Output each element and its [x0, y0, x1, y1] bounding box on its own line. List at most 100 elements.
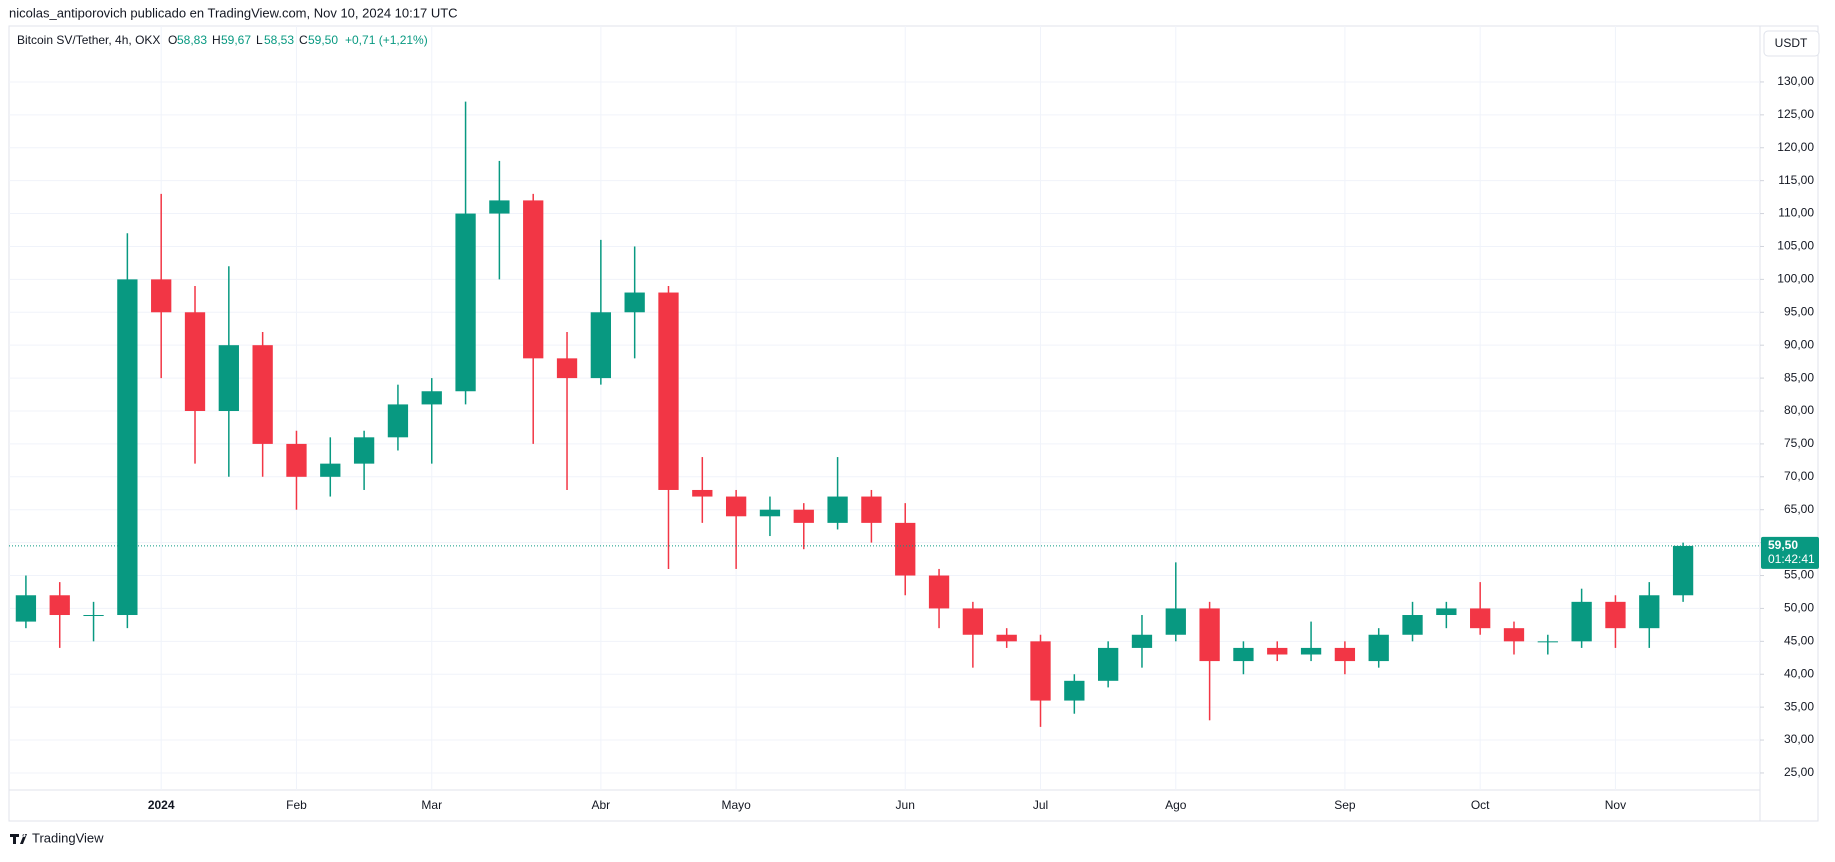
x-tick-label: Mayo — [721, 798, 751, 812]
currency-label[interactable]: USDT — [1775, 36, 1808, 50]
candle-body — [1368, 634, 1389, 662]
candle-body — [692, 489, 713, 497]
candle-body — [1571, 601, 1592, 642]
x-tick-label: Sep — [1334, 798, 1356, 812]
candle-body — [218, 345, 239, 411]
y-tick-label: 65,00 — [1784, 502, 1814, 516]
candle-body — [624, 292, 645, 313]
open-label: O — [168, 33, 177, 47]
candle-body — [184, 312, 206, 411]
high-label: H — [212, 33, 221, 47]
candle-body — [962, 608, 984, 635]
currency-button[interactable]: USDT — [1763, 30, 1820, 57]
x-tick-label: Nov — [1605, 798, 1626, 812]
candles — [15, 101, 1694, 727]
candle-body — [928, 575, 950, 609]
x-tick-label: Jul — [1033, 798, 1048, 812]
logo-icon[interactable] — [10, 834, 27, 844]
candle-body — [1131, 634, 1153, 648]
candle-body — [252, 345, 273, 444]
candle-body — [1334, 647, 1356, 662]
candle-body — [151, 279, 172, 313]
candle-body — [1233, 647, 1254, 662]
tradingview-logo[interactable]: TradingView — [10, 830, 104, 845]
close-value: 59,50 — [308, 33, 338, 47]
y-tick-label: 80,00 — [1784, 403, 1814, 417]
candle-body — [1098, 647, 1119, 681]
candle-body — [83, 615, 104, 617]
candle-body — [996, 634, 1017, 642]
candle-body — [353, 437, 375, 464]
low-label: L — [256, 33, 263, 47]
candle-body — [1605, 601, 1626, 629]
y-tick-label: 25,00 — [1784, 765, 1814, 779]
candle-body — [861, 496, 882, 523]
close-label: C — [299, 33, 308, 47]
candle-body — [1672, 545, 1694, 596]
candle-body — [827, 496, 848, 523]
y-tick-label: 40,00 — [1784, 666, 1814, 680]
y-tick-label: 95,00 — [1784, 304, 1814, 318]
y-tick-label: 35,00 — [1784, 699, 1814, 713]
y-tick-label: 120,00 — [1777, 140, 1814, 154]
x-tick-label: Feb — [286, 798, 307, 812]
candle-body — [725, 496, 747, 517]
logo-text[interactable]: TradingView — [32, 830, 104, 845]
y-tick-label: 125,00 — [1777, 107, 1814, 121]
candle-body — [1537, 641, 1558, 643]
candle-body — [421, 391, 442, 405]
candle-body — [320, 463, 341, 477]
y-tick-label: 75,00 — [1784, 436, 1814, 450]
publisher-line: nicolas_antiporovich publicado en Tradin… — [9, 5, 458, 20]
last-price-label: 59,50 — [1768, 538, 1798, 552]
candle-body — [1165, 608, 1186, 635]
candle-body — [489, 200, 510, 214]
candle-body — [1300, 647, 1322, 655]
y-tick-label: 85,00 — [1784, 370, 1814, 384]
candle-body — [455, 213, 476, 392]
x-tick-label: Abr — [592, 798, 611, 812]
candle-body — [1639, 595, 1660, 629]
candle-body — [1199, 608, 1220, 662]
y-tick-label: 45,00 — [1784, 634, 1814, 648]
y-tick-label: 50,00 — [1784, 601, 1814, 615]
symbol: Bitcoin SV/Tether, 4h, OKX — [17, 33, 160, 47]
candle-body — [793, 509, 814, 523]
candle-body — [556, 358, 578, 379]
candle-body — [658, 292, 679, 490]
last-price-box — [1761, 536, 1819, 569]
candle-body — [1030, 641, 1051, 701]
candle-body — [895, 522, 916, 576]
candle-body — [1267, 647, 1288, 655]
chart-frame — [8, 25, 1819, 822]
y-tick-label: 130,00 — [1777, 74, 1814, 88]
candle-body — [1470, 608, 1491, 629]
y-tick-label: 30,00 — [1784, 732, 1814, 746]
x-tick-label: Mar — [421, 798, 442, 812]
candle-body — [1436, 608, 1457, 616]
y-tick-label: 110,00 — [1778, 206, 1814, 220]
y-tick-label: 105,00 — [1777, 239, 1814, 253]
y-tick-label: 90,00 — [1784, 337, 1814, 351]
y-tick-label: 115,00 — [1778, 173, 1814, 187]
candle-body — [1064, 680, 1085, 701]
y-tick-label: 100,00 — [1777, 272, 1814, 286]
grid: 25,0030,0035,0040,0045,0050,0055,0060,00… — [9, 26, 1814, 812]
candle-body — [523, 200, 544, 359]
x-tick-label: Jun — [896, 798, 915, 812]
open-value: 58,83 — [177, 33, 207, 47]
currency-button-box[interactable] — [1763, 30, 1820, 57]
countdown: 01:42:41 — [1768, 552, 1815, 566]
candle-body — [590, 312, 611, 379]
candle-body — [1402, 615, 1423, 635]
y-tick-label: 55,00 — [1784, 568, 1814, 582]
x-tick-label: 2024 — [148, 798, 175, 812]
candle-body — [286, 443, 307, 477]
high-value: 59,67 — [221, 33, 251, 47]
candle-body — [15, 595, 37, 622]
legend: Bitcoin SV/Tether, 4h, OKX O 58,83 H 59,… — [17, 33, 428, 47]
